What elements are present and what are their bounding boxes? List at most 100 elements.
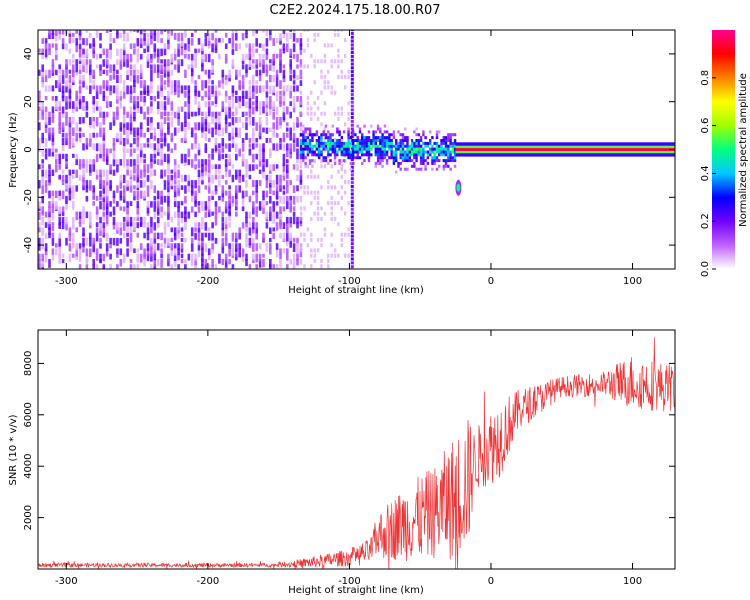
- heat-cell: [170, 132, 174, 141]
- heat-cell: [143, 169, 146, 178]
- heat-cell: [350, 158, 354, 162]
- heat-cell: [431, 147, 434, 151]
- heat-cell: [258, 101, 262, 109]
- heat-cell: [51, 222, 55, 231]
- heat-cell: [126, 159, 129, 166]
- heat-cell: [150, 96, 153, 101]
- heat-cell: [163, 153, 167, 162]
- heat-cell: [453, 159, 457, 163]
- heat-cell: [58, 85, 61, 92]
- heat-cell: [299, 195, 303, 203]
- heat-cell: [292, 195, 296, 205]
- heat-cell: [204, 101, 208, 108]
- heat-cell: [258, 259, 262, 268]
- heat-cell: [109, 64, 112, 73]
- heat-cell: [241, 32, 245, 41]
- heat-cell: [105, 153, 109, 162]
- heat-cell: [133, 174, 136, 181]
- heat-cell: [429, 153, 432, 157]
- heat-cell: [92, 38, 95, 47]
- heat-cell: [211, 222, 214, 229]
- heat-cell: [173, 90, 177, 95]
- heat-cell: [306, 153, 310, 157]
- heat-cell: [143, 132, 146, 138]
- heat-cell: [194, 80, 197, 85]
- heat-cell: [292, 206, 296, 211]
- heat-cell: [316, 96, 320, 100]
- heat-cell: [139, 64, 143, 73]
- heat-cell: [146, 85, 150, 93]
- heat-cell: [78, 43, 82, 50]
- heat-cell: [139, 243, 143, 251]
- heat-cell: [265, 138, 269, 143]
- heat-cell: [308, 141, 312, 145]
- heat-cell: [258, 180, 262, 186]
- heat-cell: [310, 248, 313, 253]
- heat-cell: [109, 211, 112, 217]
- heat-cell: [41, 253, 44, 262]
- heat-cell: [133, 148, 136, 153]
- heat-cell: [282, 106, 286, 113]
- heat-cell: [286, 164, 289, 174]
- heat-cell: [129, 185, 133, 193]
- heat-cell: [218, 195, 221, 201]
- heat-cell: [350, 93, 354, 97]
- heat-cell: [401, 139, 405, 142]
- heat-cell: [156, 64, 160, 73]
- heat-cell: [299, 248, 303, 258]
- heat-cell: [92, 96, 95, 105]
- heat-cell: [218, 259, 221, 264]
- heat-cell: [68, 80, 72, 89]
- heat-cell: [58, 195, 61, 201]
- heat-cell: [160, 132, 163, 142]
- heat-cell: [197, 169, 201, 178]
- heat-cell: [381, 147, 384, 151]
- heat-cell: [177, 185, 180, 195]
- heat-cell: [255, 222, 258, 229]
- heat-cell: [245, 211, 248, 218]
- heat-cell: [153, 48, 157, 56]
- heat-cell: [160, 30, 163, 35]
- heat-cell: [58, 80, 61, 89]
- heat-cell: [194, 253, 197, 261]
- heat-cell: [218, 169, 221, 175]
- heat-cell: [255, 185, 258, 193]
- heat-cell: [58, 253, 61, 260]
- heat-cell: [95, 85, 99, 93]
- heat-cell: [224, 216, 228, 225]
- heat-cell: [136, 138, 140, 147]
- heat-cell: [58, 30, 61, 35]
- heat-cell: [105, 195, 109, 204]
- heat-cell: [102, 201, 106, 209]
- heat-cell: [197, 122, 201, 131]
- heat-cell: [85, 106, 89, 111]
- heat-cell: [299, 185, 303, 190]
- heat-cell: [129, 43, 133, 50]
- heat-cell: [51, 201, 55, 208]
- heat-cell: [322, 144, 325, 148]
- heat-cell: [245, 111, 248, 116]
- heat-cell: [68, 169, 72, 176]
- heat-cell: [228, 106, 231, 112]
- heat-cell: [331, 141, 334, 145]
- heat-cell: [444, 159, 448, 163]
- heat-cell: [340, 144, 343, 148]
- heat-cell: [92, 85, 95, 90]
- heat-cell: [85, 64, 89, 74]
- heat-cell: [58, 216, 61, 226]
- heat-cell: [363, 141, 366, 145]
- heat-cell: [323, 111, 327, 116]
- heat-cell: [119, 90, 123, 97]
- heat-cell: [44, 148, 48, 154]
- heat-cell: [194, 85, 197, 93]
- heat-cell: [282, 169, 286, 176]
- heat-cell: [99, 169, 102, 178]
- heat-cell: [292, 185, 296, 194]
- heat-cell: [252, 117, 255, 126]
- heat-cell: [61, 174, 65, 182]
- heat-cell: [333, 59, 337, 64]
- heat-cell: [51, 248, 55, 255]
- heat-cell: [207, 248, 211, 256]
- heat-cell: [349, 156, 353, 160]
- heat-cell: [275, 106, 279, 116]
